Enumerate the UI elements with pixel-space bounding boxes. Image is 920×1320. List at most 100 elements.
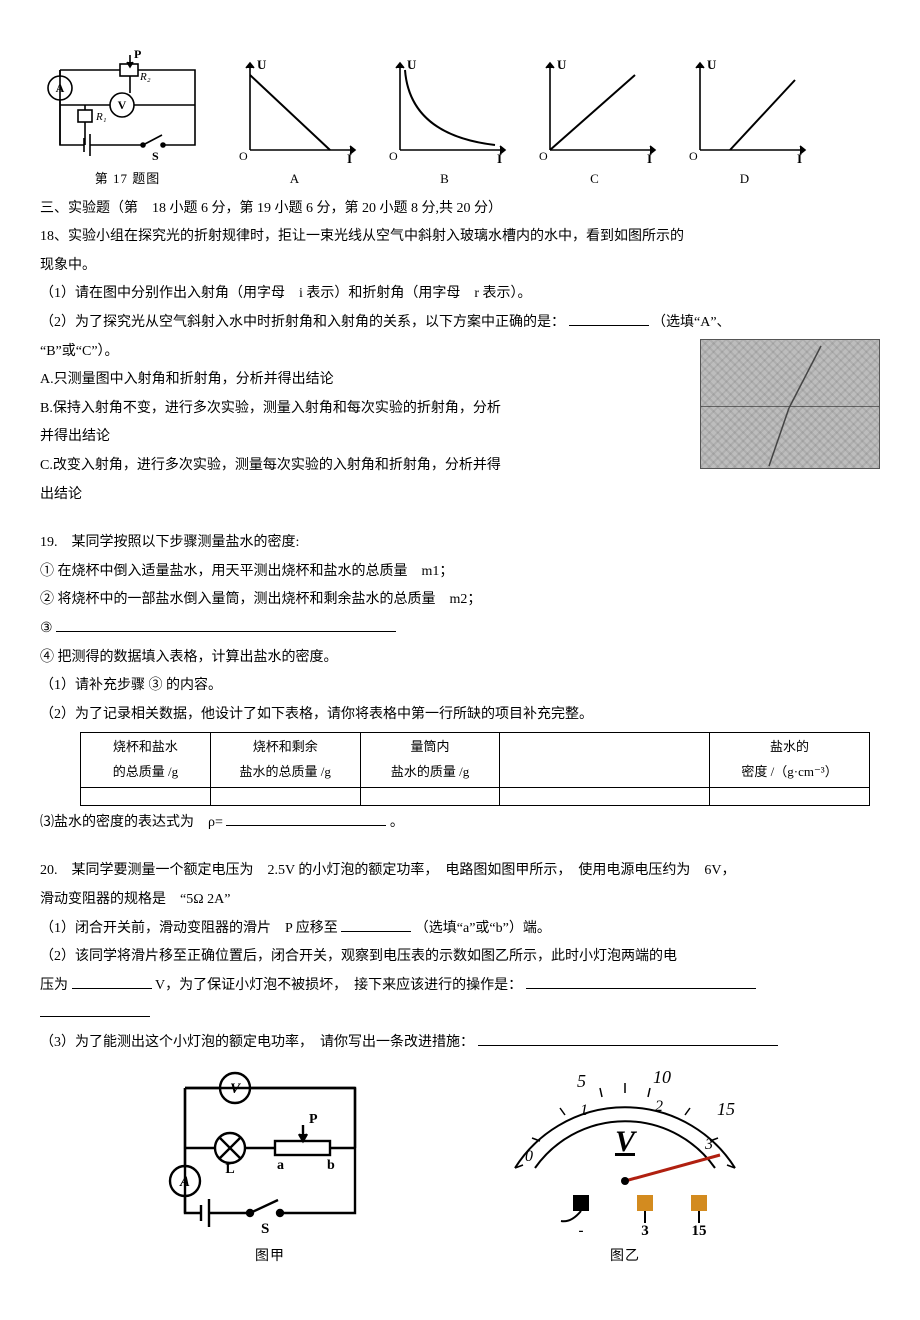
- term-15: 15: [692, 1223, 707, 1238]
- q19-p3-blank: [226, 825, 386, 826]
- graph-A-caption: A: [225, 167, 365, 192]
- q20-p1: （1）闭合开关前，滑动变阻器的滑片 P 应移至 （选填“a”或“b”）端。: [40, 916, 880, 943]
- c2l2: 盐水的质量 /g: [391, 764, 469, 779]
- lbl-L: L: [225, 1162, 234, 1177]
- unit-V: V: [615, 1125, 638, 1158]
- c0l1: 烧杯和盐水: [113, 739, 178, 754]
- q19-s3-label: ③: [40, 621, 53, 636]
- ylabel: U: [257, 57, 267, 72]
- graph-B-svg: U I O: [375, 55, 515, 165]
- q20-p1-blank: [341, 931, 411, 932]
- label-P: P: [134, 50, 141, 61]
- table-row: 烧杯和盐水 的总质量 /g 烧杯和剩余 盐水的总质量 /g 量筒内 盐水的质量 …: [81, 733, 870, 787]
- graph-A: U I O A: [225, 55, 365, 192]
- q20-p1b: （选填“a”或“b”）端。: [415, 921, 551, 936]
- col2: 量筒内 盐水的质量 /g: [360, 733, 500, 787]
- col0: 烧杯和盐水 的总质量 /g: [81, 733, 211, 787]
- col4: 盐水的 密度 /（g·cm⁻³）: [710, 733, 870, 787]
- label-R1: R₁: [95, 111, 107, 123]
- q17-figure-row: P R₂ V R₁ A S 第 17 题图 U I O A: [40, 50, 880, 192]
- q18-stem1: 18、实验小组在探究光的折射规律时，拒让一束光线从空气中斜射入玻璃水槽内的水中，…: [40, 224, 880, 251]
- c1l2: 盐水的总质量 /g: [240, 764, 331, 779]
- outer-10: 10: [653, 1067, 671, 1087]
- q19-s4: ④ 把测得的数据填入表格，计算出盐水的密度。: [40, 645, 880, 672]
- q18-p2a: （2）为了探究光从空气斜射入水中时折射角和入射角的关系，以下方案中正确的是：: [40, 315, 565, 330]
- lbl-b: b: [327, 1158, 335, 1173]
- graph-A-svg: U I O: [225, 55, 365, 165]
- q18-stem2: 现象中。: [40, 253, 880, 280]
- outer-15: 15: [717, 1099, 735, 1119]
- label-A: A: [56, 81, 65, 95]
- c2l1: 量筒内: [411, 739, 450, 754]
- lbl-S: S: [261, 1221, 269, 1237]
- q20-p3-blank: [478, 1045, 778, 1046]
- q18-p2b: （选填“A”、: [652, 315, 731, 330]
- graph-C: U I O C: [525, 55, 665, 192]
- q20-circuit: V A L P a b S 图甲: [155, 1063, 385, 1271]
- xlabel: I: [347, 151, 352, 165]
- c4l1: 盐水的: [770, 739, 809, 754]
- origin: O: [689, 149, 698, 163]
- c1l1: 烧杯和剩余: [253, 739, 318, 754]
- origin: O: [539, 149, 548, 163]
- q18-p2: （2）为了探究光从空气斜射入水中时折射角和入射角的关系，以下方案中正确的是： （…: [40, 310, 880, 337]
- q18-optC2: 出结论: [40, 482, 880, 509]
- c4l2: 密度 /（g·cm⁻³）: [741, 764, 837, 779]
- term-neg: -: [579, 1223, 584, 1238]
- q19-lead: 19. 某同学按照以下步骤测量盐水的密度:: [40, 530, 880, 557]
- lbl-a: a: [277, 1158, 284, 1173]
- q20-figs: V A L P a b S 图甲 5 1: [40, 1063, 880, 1271]
- q19-s2: ② 将烧杯中的一部盐水倒入量筒，测出烧杯和剩余盐水的总质量 m2；: [40, 587, 880, 614]
- ylabel: U: [707, 57, 717, 72]
- graph-B-caption: B: [375, 167, 515, 192]
- q20-p2b-blank1: [72, 988, 152, 989]
- label-V: V: [118, 98, 127, 112]
- q20-p2b-blank2: [526, 988, 756, 989]
- q17-circuit: P R₂ V R₁ A S 第 17 题图: [40, 50, 215, 192]
- origin: O: [239, 149, 248, 163]
- q20-p2b-mid: V，为了保证小灯泡不被损坏， 接下来应该进行的操作是：: [155, 978, 522, 993]
- inner-1: 1: [580, 1102, 588, 1119]
- q20-p1a: （1）闭合开关前，滑动变阻器的滑片 P 应移至: [40, 921, 338, 936]
- col3-blank: [500, 733, 710, 787]
- col1: 烧杯和剩余 盐水的总质量 /g: [210, 733, 360, 787]
- q20-l1: 20. 某同学要测量一个额定电压为 2.5V 的小灯泡的额定功率， 电路图如图甲…: [40, 858, 880, 885]
- q19-p3: ⑶盐水的密度的表达式为 ρ= 。: [40, 810, 880, 837]
- q20-circuit-caption: 图甲: [155, 1244, 385, 1271]
- lbl-P: P: [309, 1112, 318, 1127]
- lbl-A: A: [179, 1174, 190, 1190]
- graph-D: U I O D: [675, 55, 815, 192]
- q20-p2c: [40, 1001, 880, 1028]
- q20-voltmeter-svg: 5 10 15 0 1 2 3 V - 3 15: [485, 1063, 765, 1238]
- xlabel: I: [647, 151, 652, 165]
- q18-blank: [569, 325, 649, 326]
- graph-B: U I O B: [375, 55, 515, 192]
- q20-l2: 滑动变阻器的规格是 “5Ω 2A”: [40, 887, 880, 914]
- ylabel: U: [407, 57, 417, 72]
- q19-s1: ① 在烧杯中倒入适量盐水，用天平测出烧杯和盐水的总质量 m1；: [40, 559, 880, 586]
- c0l2: 的总质量 /g: [113, 764, 178, 779]
- q20-p3a: （3）为了能测出这个小灯泡的额定电功率， 请你写出一条改进措施：: [40, 1035, 474, 1050]
- q19-p1: （1）请补充步骤 ③ 的内容。: [40, 673, 880, 700]
- graph-D-caption: D: [675, 167, 815, 192]
- q20-p2a: （2）该同学将滑片移至正确位置后，闭合开关，观察到电压表的示数如图乙所示，此时小…: [40, 944, 880, 971]
- q20-p3: （3）为了能测出这个小灯泡的额定电功率， 请你写出一条改进措施：: [40, 1030, 880, 1057]
- term-3: 3: [641, 1223, 649, 1238]
- q20-p2c-blank: [40, 1016, 150, 1017]
- q19-table: 烧杯和盐水 的总质量 /g 烧杯和剩余 盐水的总质量 /g 量筒内 盐水的质量 …: [80, 732, 870, 805]
- label-R2: R₂: [139, 71, 151, 83]
- q19-p2: （2）为了记录相关数据，他设计了如下表格，请你将表格中第一行所缺的项目补充完整。: [40, 702, 880, 729]
- label-S: S: [152, 149, 159, 163]
- inner-0: 0: [525, 1148, 533, 1165]
- outer-5: 5: [577, 1071, 586, 1091]
- q19-p3a: ⑶盐水的密度的表达式为 ρ=: [40, 815, 223, 830]
- q17-circuit-caption: 第 17 题图: [40, 167, 215, 192]
- origin: O: [389, 149, 398, 163]
- xlabel: I: [797, 151, 802, 165]
- inner-3: 3: [704, 1136, 713, 1153]
- q17-circuit-svg: P R₂ V R₁ A S: [40, 50, 215, 165]
- graph-D-svg: U I O: [675, 55, 815, 165]
- refraction-photo: [700, 339, 880, 469]
- q20-circuit-svg: V A L P a b S: [155, 1063, 385, 1238]
- q20-voltmeter-caption: 图乙: [485, 1244, 765, 1271]
